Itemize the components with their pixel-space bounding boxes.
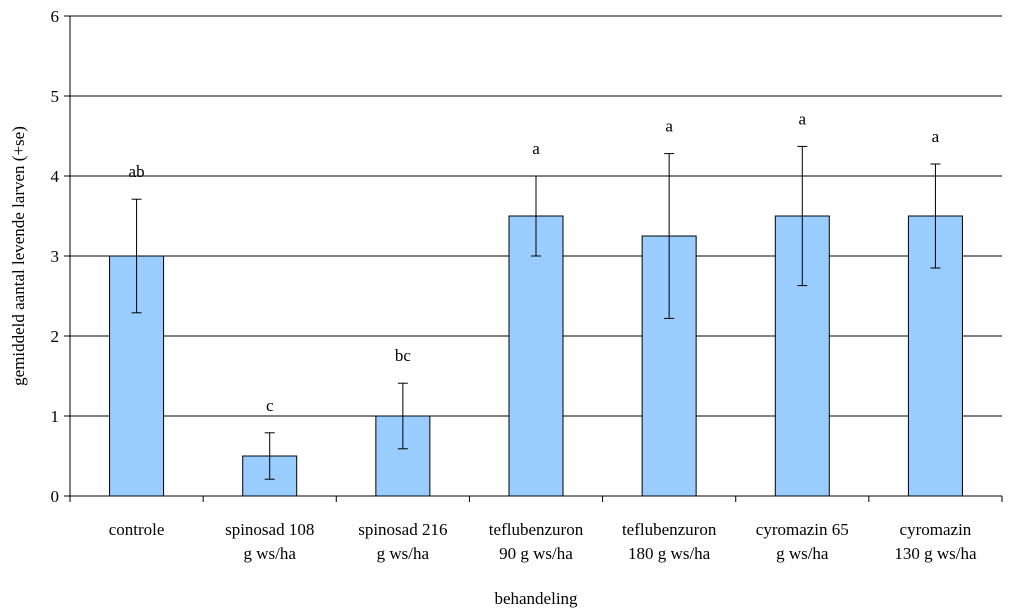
y-tick-label: 6 <box>51 7 60 26</box>
significance-letters: ab c bc a a a a <box>129 109 940 414</box>
y-axis-title: gemiddeld aantal levende larven (+se) <box>9 126 28 386</box>
x-tick-label: spinosad 108 g ws/ha <box>225 520 314 563</box>
y-tick-label: 5 <box>51 87 60 106</box>
x-tick-label: spinosad 216 g ws/ha <box>358 520 447 563</box>
x-axis-title: behandeling <box>494 589 578 608</box>
x-tick-label: cyromazin 130 g ws/ha <box>894 520 977 563</box>
error-bars <box>131 145 941 480</box>
y-tick-label: 2 <box>51 327 60 346</box>
axes <box>64 15 1003 502</box>
significance-letter: bc <box>395 346 412 365</box>
significance-letter: c <box>266 396 274 415</box>
significance-letter: ab <box>129 162 145 181</box>
y-tick-label: 0 <box>51 487 60 506</box>
x-tick-label: cyromazin 65 g ws/ha <box>756 520 849 563</box>
bar <box>508 215 564 497</box>
x-tick-label: controle <box>109 520 165 539</box>
y-tick-label: 1 <box>51 407 60 426</box>
significance-letter: a <box>665 117 673 136</box>
x-tick-label: teflubenzuron 90 g ws/ha <box>489 520 584 563</box>
bars <box>109 215 963 497</box>
x-tick-label: teflubenzuron 180 g ws/ha <box>622 520 717 563</box>
y-tick-labels: 0 1 2 3 4 5 6 <box>51 7 60 506</box>
y-tick-label: 4 <box>51 167 60 186</box>
x-tick-labels: controle spinosad 108 g ws/ha spinosad 216 g… <box>109 520 977 563</box>
y-tick-label: 3 <box>51 247 60 266</box>
significance-letter: a <box>532 139 540 158</box>
significance-letter: a <box>932 127 940 146</box>
significance-letter: a <box>799 109 807 128</box>
